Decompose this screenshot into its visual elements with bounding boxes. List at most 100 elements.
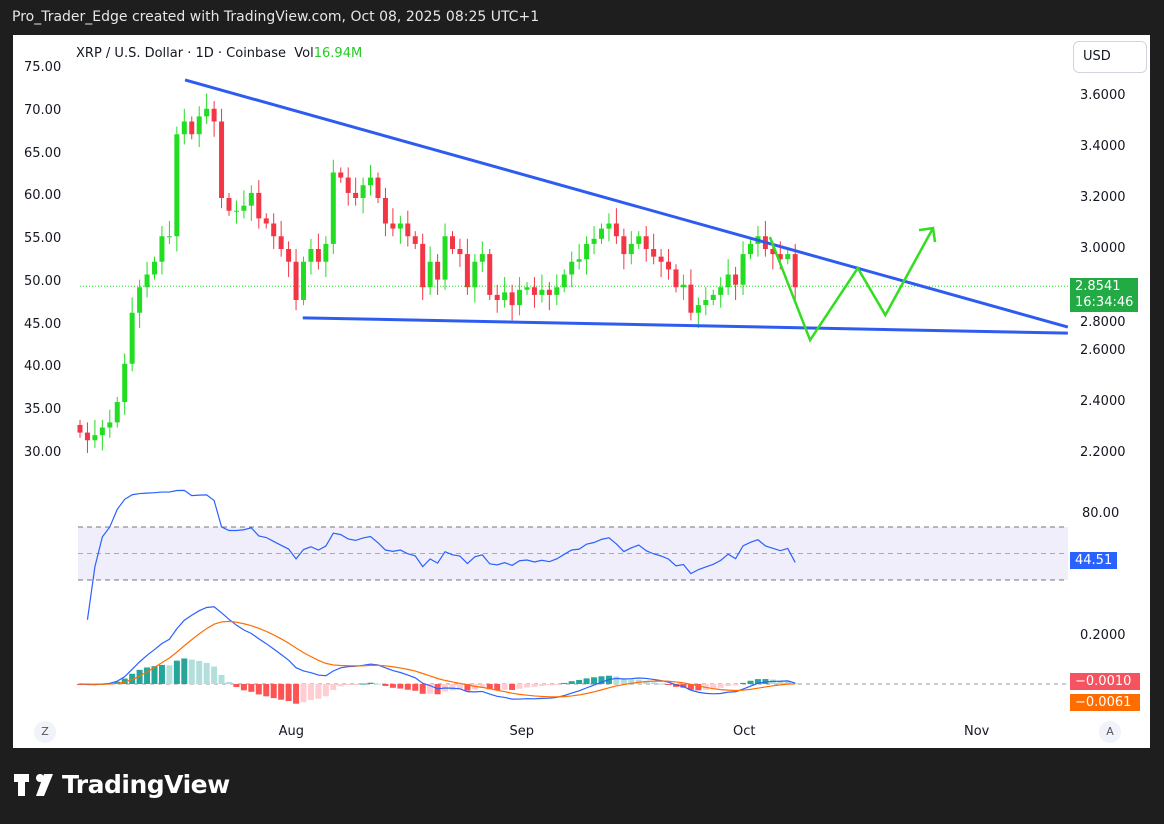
symbol-title: XRP / U.S. Dollar · 1D · Coinbase xyxy=(76,46,287,61)
candle-body xyxy=(189,121,195,135)
macd-histogram-bar xyxy=(322,684,329,697)
macd-histogram-bar xyxy=(233,684,240,688)
macd-histogram-bar xyxy=(732,684,739,686)
macd-histogram-bar xyxy=(397,684,404,689)
bar-countdown: 16:34:46 xyxy=(1075,295,1134,310)
left-axis-label: 40.00 xyxy=(24,359,62,375)
candle-body xyxy=(390,223,396,229)
left-axis-label: 50.00 xyxy=(24,273,62,289)
candle-body xyxy=(628,243,634,255)
macd-histogram-bar xyxy=(263,684,270,697)
rsi-axis-label: 80.00 xyxy=(1082,506,1120,521)
candle-body xyxy=(733,274,739,285)
macd-histogram-bar xyxy=(568,681,575,684)
left-axis-label: 60.00 xyxy=(24,188,62,204)
macd-histogram-bar xyxy=(740,682,747,684)
signal-line xyxy=(79,620,796,698)
candle-body xyxy=(345,177,351,193)
macd-histogram-bar xyxy=(725,684,732,686)
macd-histogram-bar xyxy=(382,684,389,686)
candle-body xyxy=(99,427,105,436)
candle-body xyxy=(725,274,731,288)
macd-histogram-bar xyxy=(173,660,180,684)
macd-histogram-bar xyxy=(591,677,598,684)
chart-attribution: Pro_Trader_Edge created with TradingView… xyxy=(12,9,540,25)
left-axis-label: 55.00 xyxy=(24,231,62,247)
candle-body xyxy=(442,236,448,280)
macd-histogram-bar xyxy=(598,676,605,684)
vol-value: 16.94M xyxy=(313,46,363,61)
candle-body xyxy=(92,435,98,441)
tradingview-logo-icon xyxy=(14,773,53,796)
left-axis-label: 75.00 xyxy=(24,60,62,75)
candle-body xyxy=(509,292,515,306)
candle-body xyxy=(606,223,612,229)
macd-histogram-bar xyxy=(419,684,426,694)
candle-body xyxy=(204,108,210,117)
candle-body xyxy=(710,294,716,300)
current-price-tag: 2.8541 16:34:46 xyxy=(1070,278,1139,312)
macd-histogram-bar xyxy=(158,664,165,684)
candle-body xyxy=(502,292,508,300)
candle-body xyxy=(196,116,202,135)
candle-body xyxy=(382,198,388,224)
macd-histogram-bar xyxy=(293,684,300,704)
candle-body xyxy=(278,236,284,249)
candle-body xyxy=(159,236,165,262)
macd-histogram-bar xyxy=(181,658,188,684)
candle-body xyxy=(330,172,336,244)
auto-scale-button[interactable]: A xyxy=(1099,721,1121,743)
candle-body xyxy=(673,269,679,288)
candle-body xyxy=(152,261,157,275)
macd-histogram-bar xyxy=(404,684,411,690)
candle-body xyxy=(479,254,485,262)
macd-histogram-bar xyxy=(516,684,523,689)
price-axis-label: 3.0000 xyxy=(1080,241,1126,256)
candle-body xyxy=(353,192,359,198)
macd-histogram-bar xyxy=(486,684,493,690)
macd-histogram-bar xyxy=(643,680,650,684)
candle-body xyxy=(680,284,686,288)
scale-z-button[interactable]: Z xyxy=(34,721,56,743)
candle-body xyxy=(107,422,113,428)
candle-body xyxy=(114,402,120,423)
macd-histogram-bar xyxy=(367,682,374,684)
candle-body xyxy=(546,289,552,295)
candle-body xyxy=(360,185,366,198)
candle-body xyxy=(599,228,604,239)
chart-panel[interactable] xyxy=(13,35,1150,748)
candle-body xyxy=(472,261,478,288)
left-axis-label: 45.00 xyxy=(24,316,62,332)
candle-body xyxy=(420,243,426,288)
candle-body xyxy=(375,177,381,198)
macd-histogram-bar xyxy=(456,684,463,690)
left-axis-label: 65.00 xyxy=(24,145,62,161)
macd-histogram-bar xyxy=(144,667,151,684)
candle-body xyxy=(315,249,321,262)
macd-histogram-bar xyxy=(285,684,292,702)
left-axis-label: 30.00 xyxy=(24,444,62,460)
tradingview-logo: TradingView xyxy=(14,770,230,799)
macd-histogram-bar xyxy=(300,684,307,703)
candle-body xyxy=(517,289,523,306)
macd-axis-label: 0.2000 xyxy=(1080,628,1126,643)
time-axis-label: Sep xyxy=(509,724,535,739)
macd-histogram-bar xyxy=(136,669,143,684)
vol-label: Vol xyxy=(294,46,314,61)
time-axis-label: Nov xyxy=(964,724,990,739)
macd-histogram-bar xyxy=(330,684,337,691)
candle-body xyxy=(487,254,493,295)
macd-histogram-bar xyxy=(501,684,508,690)
candle-body xyxy=(613,223,619,237)
candle-body xyxy=(233,210,239,212)
macd-histogram-bar xyxy=(345,684,352,685)
currency-button[interactable]: USD xyxy=(1073,41,1147,73)
macd-histogram-bar xyxy=(270,684,277,699)
macd-histogram-bar xyxy=(620,678,627,684)
candle-body xyxy=(666,261,672,270)
candle-body xyxy=(643,236,649,249)
macd-histogram-bar xyxy=(248,684,255,692)
candle-body xyxy=(368,177,374,186)
candle-body xyxy=(122,363,128,402)
